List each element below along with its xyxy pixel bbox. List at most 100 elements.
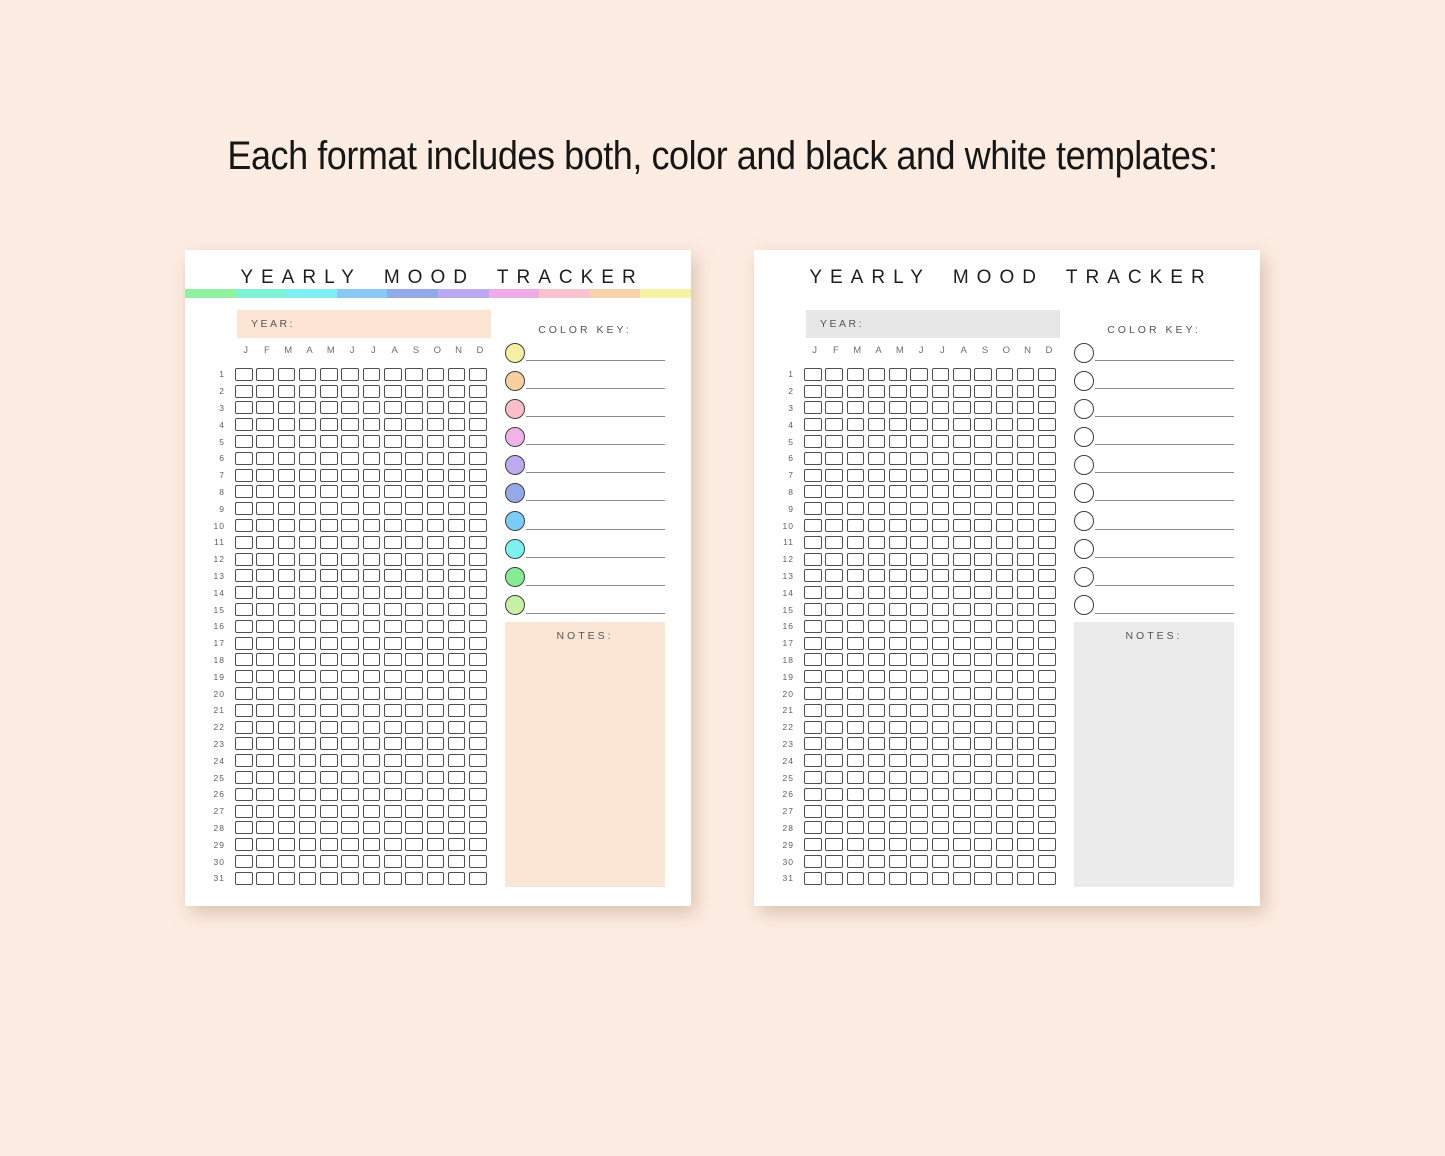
key-write-in-line[interactable] xyxy=(1095,444,1234,446)
mood-cell[interactable] xyxy=(995,771,1014,785)
mood-cell[interactable] xyxy=(1038,418,1056,432)
mood-cell[interactable] xyxy=(235,771,253,785)
mood-cell[interactable] xyxy=(320,485,338,499)
mood-cell[interactable] xyxy=(405,804,423,818)
mood-cell[interactable] xyxy=(384,737,402,751)
mood-cell[interactable] xyxy=(846,535,865,549)
mood-cell[interactable] xyxy=(995,485,1014,499)
mood-cell[interactable] xyxy=(362,619,381,633)
mood-cell[interactable] xyxy=(1038,435,1056,449)
mood-cell[interactable] xyxy=(384,384,402,398)
mood-cell[interactable] xyxy=(426,502,445,516)
mood-cell[interactable] xyxy=(867,804,886,818)
mood-cell[interactable] xyxy=(235,636,253,650)
mood-cell[interactable] xyxy=(995,535,1014,549)
mood-cell[interactable] xyxy=(867,603,886,617)
mood-cell[interactable] xyxy=(469,384,487,398)
mood-cell[interactable] xyxy=(867,502,886,516)
mood-cell[interactable] xyxy=(974,451,992,465)
mood-cell[interactable] xyxy=(341,619,359,633)
mood-cell[interactable] xyxy=(405,569,423,583)
mood-cell[interactable] xyxy=(235,787,253,801)
mood-cell[interactable] xyxy=(362,720,381,734)
mood-cell[interactable] xyxy=(1038,703,1056,717)
mood-cell[interactable] xyxy=(447,771,466,785)
mood-cell[interactable] xyxy=(804,636,822,650)
mood-cell[interactable] xyxy=(825,636,843,650)
mood-cell[interactable] xyxy=(362,535,381,549)
mood-cell[interactable] xyxy=(889,670,907,684)
mood-cell[interactable] xyxy=(1016,670,1035,684)
mood-cell[interactable] xyxy=(867,519,886,533)
key-write-in-line[interactable] xyxy=(526,500,665,502)
mood-cell[interactable] xyxy=(426,754,445,768)
mood-cell[interactable] xyxy=(235,603,253,617)
mood-cell[interactable] xyxy=(804,754,822,768)
mood-cell[interactable] xyxy=(405,720,423,734)
mood-cell[interactable] xyxy=(256,804,274,818)
mood-cell[interactable] xyxy=(995,653,1014,667)
mood-cell[interactable] xyxy=(867,401,886,415)
mood-cell[interactable] xyxy=(867,720,886,734)
mood-cell[interactable] xyxy=(469,687,487,701)
key-write-in-line[interactable] xyxy=(1095,500,1234,502)
mood-cell[interactable] xyxy=(235,838,253,852)
mood-cell[interactable] xyxy=(825,804,843,818)
mood-cell[interactable] xyxy=(974,670,992,684)
mood-cell[interactable] xyxy=(235,687,253,701)
mood-cell[interactable] xyxy=(469,703,487,717)
mood-cell[interactable] xyxy=(804,653,822,667)
mood-cell[interactable] xyxy=(405,703,423,717)
mood-cell[interactable] xyxy=(910,468,928,482)
mood-cell[interactable] xyxy=(235,535,253,549)
mood-cell[interactable] xyxy=(341,787,359,801)
mood-cell[interactable] xyxy=(405,821,423,835)
mood-cell[interactable] xyxy=(405,552,423,566)
mood-cell[interactable] xyxy=(298,435,317,449)
mood-cell[interactable] xyxy=(277,552,296,566)
mood-cell[interactable] xyxy=(405,401,423,415)
mood-cell[interactable] xyxy=(825,687,843,701)
mood-cell[interactable] xyxy=(804,451,822,465)
mood-cell[interactable] xyxy=(889,535,907,549)
mood-cell[interactable] xyxy=(277,502,296,516)
mood-cell[interactable] xyxy=(469,838,487,852)
mood-cell[interactable] xyxy=(235,804,253,818)
mood-cell[interactable] xyxy=(931,703,950,717)
mood-cell[interactable] xyxy=(1038,468,1056,482)
mood-cell[interactable] xyxy=(277,737,296,751)
mood-cell[interactable] xyxy=(910,485,928,499)
mood-cell[interactable] xyxy=(426,418,445,432)
mood-cell[interactable] xyxy=(867,367,886,381)
mood-cell[interactable] xyxy=(235,552,253,566)
mood-cell[interactable] xyxy=(341,535,359,549)
mood-cell[interactable] xyxy=(804,569,822,583)
mood-cell[interactable] xyxy=(298,502,317,516)
mood-cell[interactable] xyxy=(846,653,865,667)
mood-cell[interactable] xyxy=(1038,670,1056,684)
mood-cell[interactable] xyxy=(384,535,402,549)
mood-cell[interactable] xyxy=(1038,535,1056,549)
mood-cell[interactable] xyxy=(804,418,822,432)
mood-cell[interactable] xyxy=(426,636,445,650)
mood-cell[interactable] xyxy=(384,552,402,566)
mood-cell[interactable] xyxy=(298,687,317,701)
mood-cell[interactable] xyxy=(277,670,296,684)
mood-cell[interactable] xyxy=(362,737,381,751)
notes-area[interactable]: NOTES: xyxy=(1074,622,1234,887)
mood-cell[interactable] xyxy=(867,451,886,465)
mood-cell[interactable] xyxy=(931,804,950,818)
mood-cell[interactable] xyxy=(931,636,950,650)
mood-cell[interactable] xyxy=(953,485,971,499)
mood-cell[interactable] xyxy=(995,552,1014,566)
mood-cell[interactable] xyxy=(320,418,338,432)
mood-cell[interactable] xyxy=(804,435,822,449)
mood-cell[interactable] xyxy=(320,787,338,801)
mood-cell[interactable] xyxy=(235,586,253,600)
mood-cell[interactable] xyxy=(846,804,865,818)
mood-cell[interactable] xyxy=(341,367,359,381)
mood-cell[interactable] xyxy=(995,720,1014,734)
mood-cell[interactable] xyxy=(256,838,274,852)
mood-cell[interactable] xyxy=(1038,804,1056,818)
mood-cell[interactable] xyxy=(298,519,317,533)
